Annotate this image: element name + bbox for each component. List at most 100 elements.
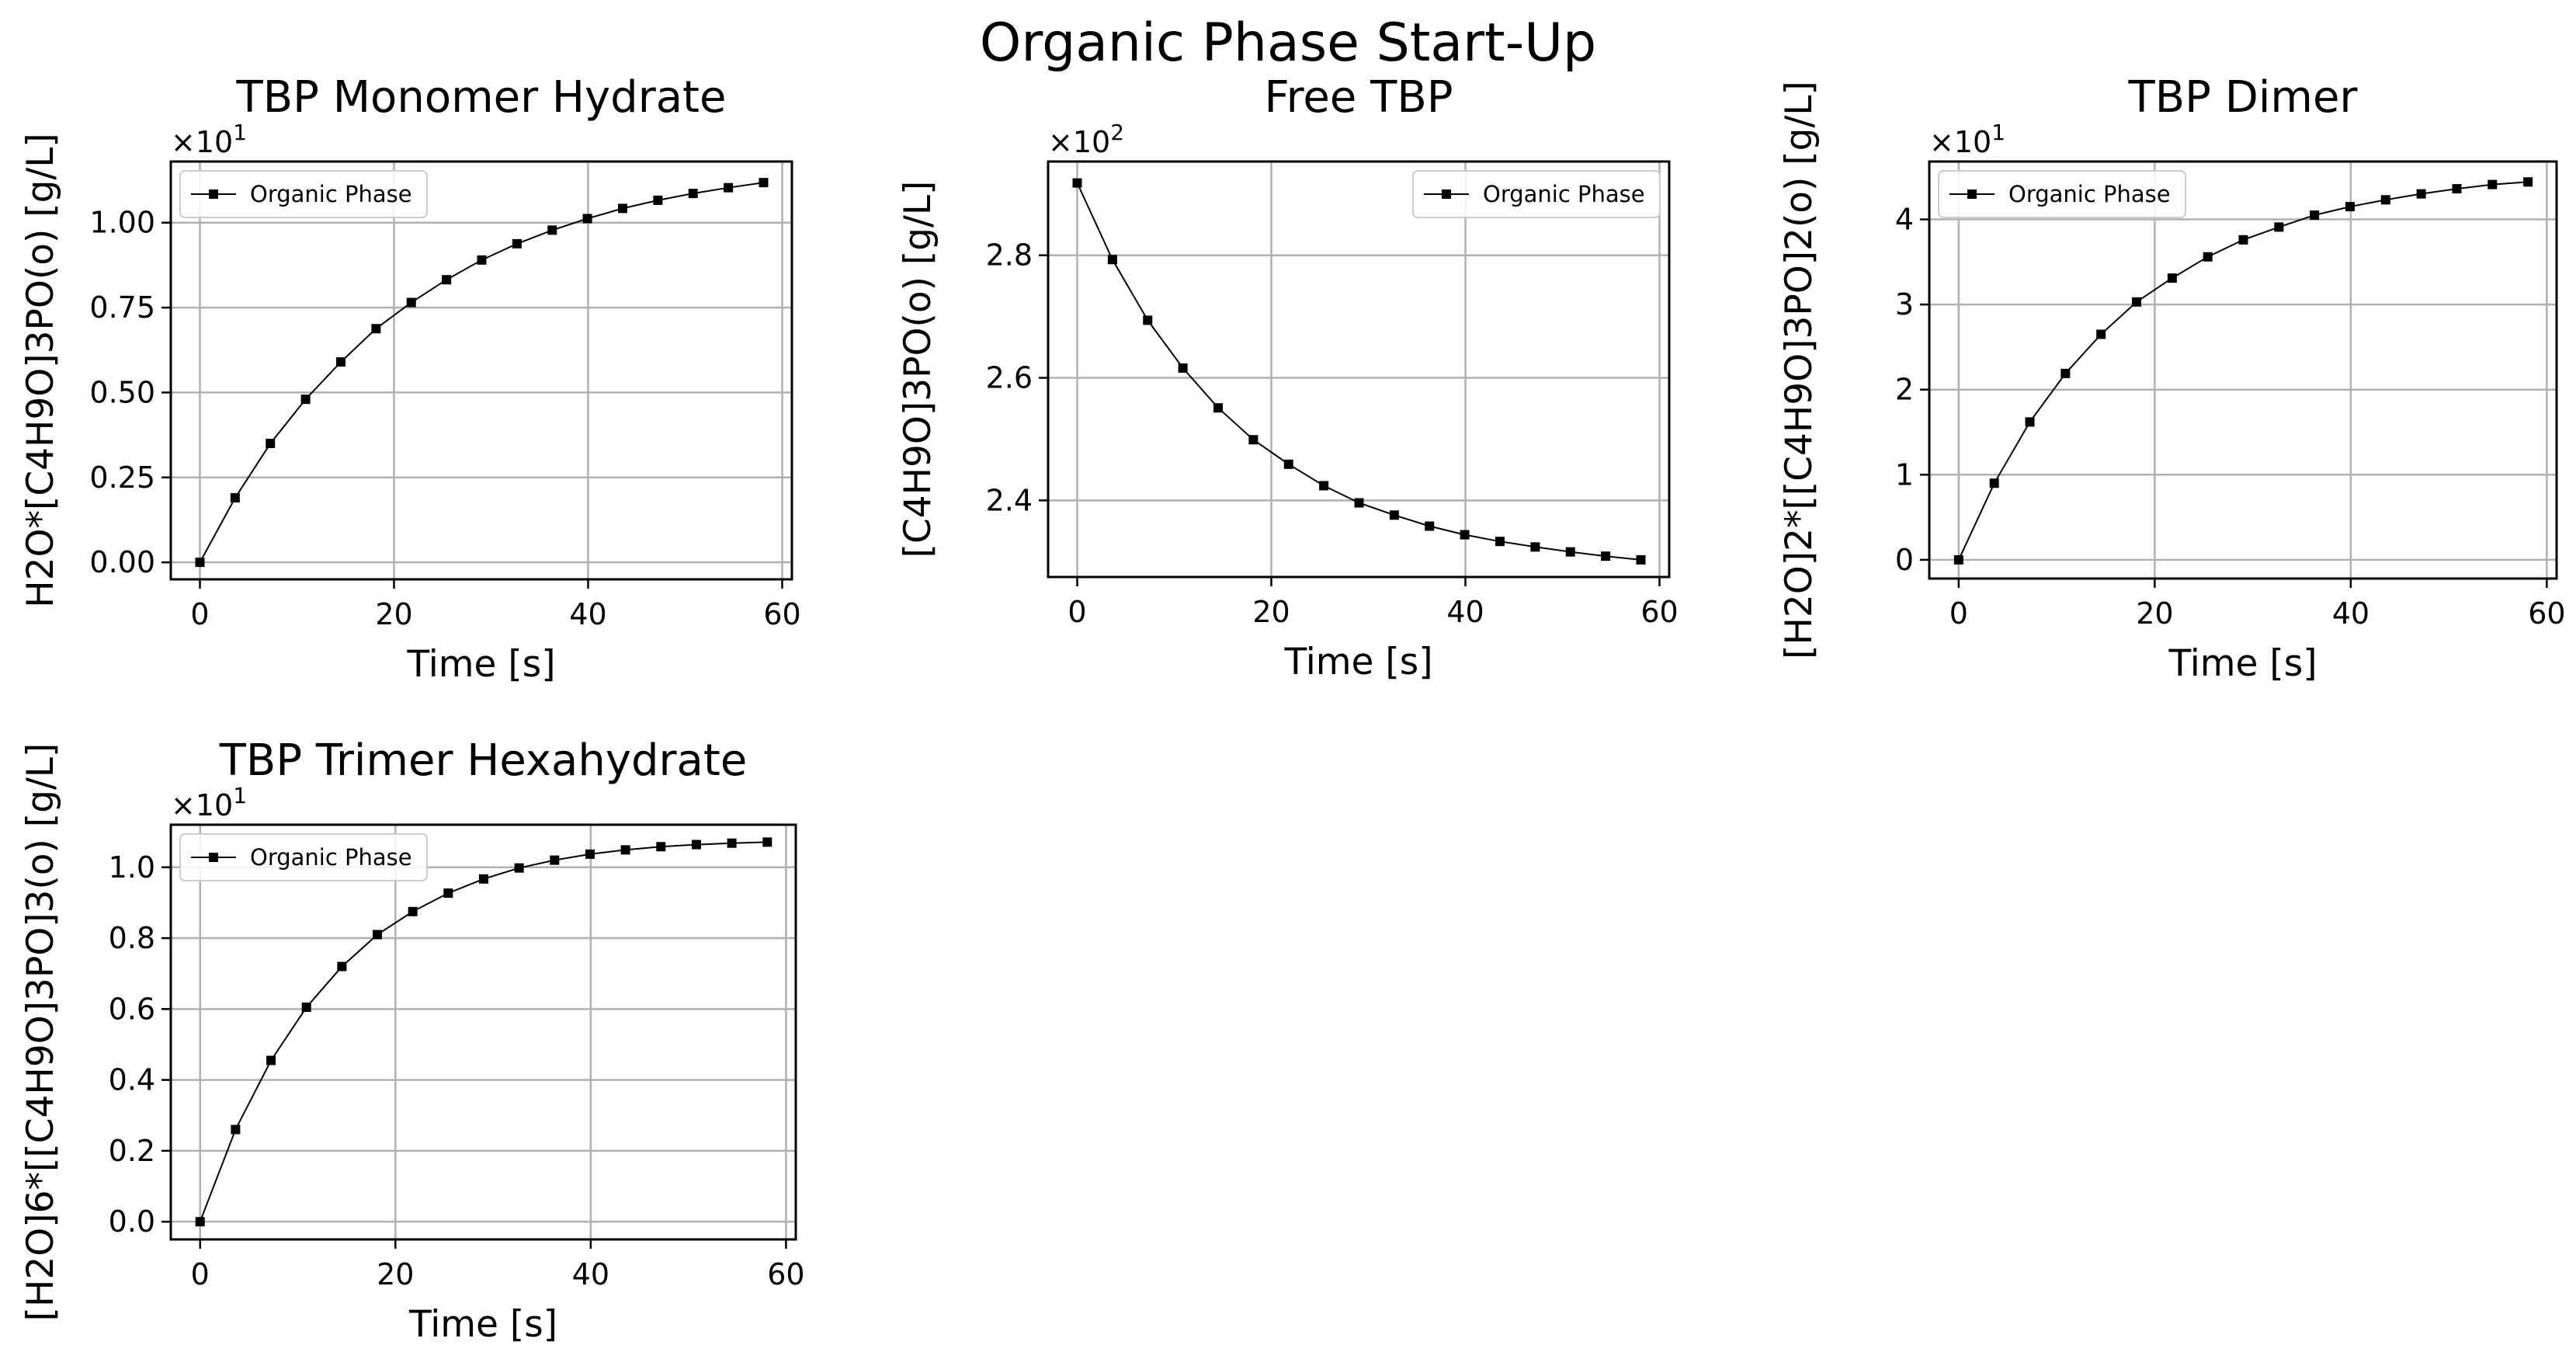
- legend: Organic Phase: [1938, 170, 2186, 218]
- legend-marker-swatch: [209, 189, 218, 199]
- legend: Organic Phase: [179, 833, 428, 881]
- axes-frame: [169, 160, 793, 581]
- subplot-3: 0 20 40 60 0 1 2 3 4 ×101 TBP Dimer Time [s] [H2O]2*…: [1778, 72, 2566, 685]
- data-point: [195, 558, 205, 568]
- data-point: [2523, 177, 2533, 187]
- axis-offset-label: ×101: [1929, 120, 2005, 159]
- data-point: [1319, 481, 1329, 491]
- data-point: [1178, 363, 1188, 373]
- y-tick-label: 2: [1895, 373, 1914, 407]
- x-tick-label: 0: [1949, 596, 1968, 631]
- data-point: [547, 225, 557, 235]
- data-point: [1565, 547, 1575, 557]
- axes-frame: [1047, 160, 1671, 579]
- legend-marker-swatch: [1967, 189, 1977, 199]
- x-axis-label: Time [s]: [1283, 641, 1432, 683]
- axis-offset-label: ×101: [171, 120, 247, 159]
- data-point: [2310, 210, 2320, 221]
- data-point: [371, 324, 381, 334]
- data-point: [2345, 202, 2355, 212]
- x-tick-label: 40: [2332, 596, 2369, 631]
- data-point: [300, 395, 311, 405]
- data-point: [2203, 252, 2213, 262]
- data-point: [2416, 189, 2426, 199]
- legend: Organic Phase: [179, 170, 428, 218]
- y-tick-label: 0.6: [109, 992, 155, 1026]
- data-point: [195, 1217, 205, 1227]
- series-line: [199, 841, 768, 1222]
- y-tick-label: 2.6: [986, 361, 1033, 395]
- legend-label: Organic Phase: [250, 844, 412, 871]
- legend-marker-swatch: [209, 853, 218, 862]
- data-point: [1248, 435, 1258, 445]
- data-point: [1425, 521, 1435, 531]
- data-point: [2487, 179, 2498, 189]
- y-axis-label: [H2O]2*[[C4H9O]3PO]2(o) [g/L]: [1778, 81, 1821, 659]
- data-point: [656, 842, 666, 852]
- data-point: [373, 930, 383, 940]
- data-point: [266, 1055, 276, 1065]
- y-tick-label: 2.4: [986, 483, 1033, 517]
- y-tick-label: 0.50: [89, 375, 155, 409]
- y-tick-label: 0.25: [89, 461, 155, 495]
- axes-frame: [1928, 160, 2558, 580]
- x-tick-label: 40: [569, 597, 606, 631]
- legend-label: Organic Phase: [250, 181, 412, 207]
- y-tick-label: 1.00: [89, 206, 155, 240]
- x-tick-label: 20: [375, 597, 412, 631]
- data-point: [1636, 554, 1646, 565]
- x-tick-label: 20: [1252, 595, 1290, 629]
- data-point: [653, 195, 663, 205]
- x-axis-label: Time [s]: [408, 1303, 557, 1346]
- y-axis-label: [C4H9O]3PO(o) [g/L]: [897, 181, 939, 558]
- data-point: [585, 849, 595, 859]
- y-tick-label: 0.8: [109, 921, 155, 955]
- y-tick-label: 1.0: [109, 850, 155, 885]
- data-point: [2025, 417, 2035, 427]
- subplot-title: TBP Monomer Hydrate: [236, 72, 727, 123]
- y-axis-label: [H2O]6*[[C4H9O]3PO]3(o) [g/L]: [19, 743, 62, 1322]
- data-point: [759, 178, 769, 188]
- subplot-title: Free TBP: [1264, 72, 1453, 123]
- data-point: [618, 203, 627, 214]
- data-point: [2096, 329, 2106, 339]
- y-tick-label: 0.2: [109, 1134, 155, 1168]
- y-tick-label: 2.8: [986, 238, 1033, 273]
- data-point: [479, 874, 489, 884]
- y-tick-label: 4: [1895, 203, 1914, 237]
- data-point: [2274, 222, 2284, 232]
- data-point: [1953, 554, 1963, 565]
- data-point: [2060, 368, 2071, 378]
- y-tick-label: 1: [1895, 457, 1914, 492]
- legend: Organic Phase: [1412, 170, 1661, 218]
- data-point: [1530, 542, 1540, 552]
- data-point: [2452, 184, 2462, 194]
- axis-offset-label: ×101: [171, 783, 247, 822]
- data-point: [2132, 297, 2142, 307]
- data-point: [2167, 273, 2177, 283]
- data-point: [724, 182, 734, 193]
- data-point: [477, 255, 487, 265]
- legend-marker-swatch: [1442, 189, 1451, 199]
- data-point: [550, 855, 560, 865]
- legend-label: Organic Phase: [1483, 181, 1645, 207]
- figure-title: Organic Phase Start-Up: [979, 12, 1597, 74]
- data-point: [266, 439, 276, 449]
- subplot-title: TBP Dimer: [2128, 72, 2359, 123]
- data-point: [1283, 459, 1293, 469]
- legend-label: Organic Phase: [2008, 181, 2171, 207]
- x-tick-label: 20: [2136, 596, 2173, 631]
- x-tick-label: 0: [190, 597, 209, 631]
- data-point: [2380, 195, 2390, 205]
- y-tick-label: 0.75: [89, 290, 155, 325]
- data-point: [230, 493, 240, 503]
- data-point: [1389, 510, 1399, 520]
- data-point: [688, 189, 698, 199]
- data-point: [691, 839, 701, 850]
- x-tick-label: 60: [2528, 596, 2565, 631]
- data-point: [1107, 255, 1117, 265]
- data-point: [1143, 315, 1153, 325]
- data-point: [442, 275, 452, 285]
- axes-frame: [169, 823, 797, 1241]
